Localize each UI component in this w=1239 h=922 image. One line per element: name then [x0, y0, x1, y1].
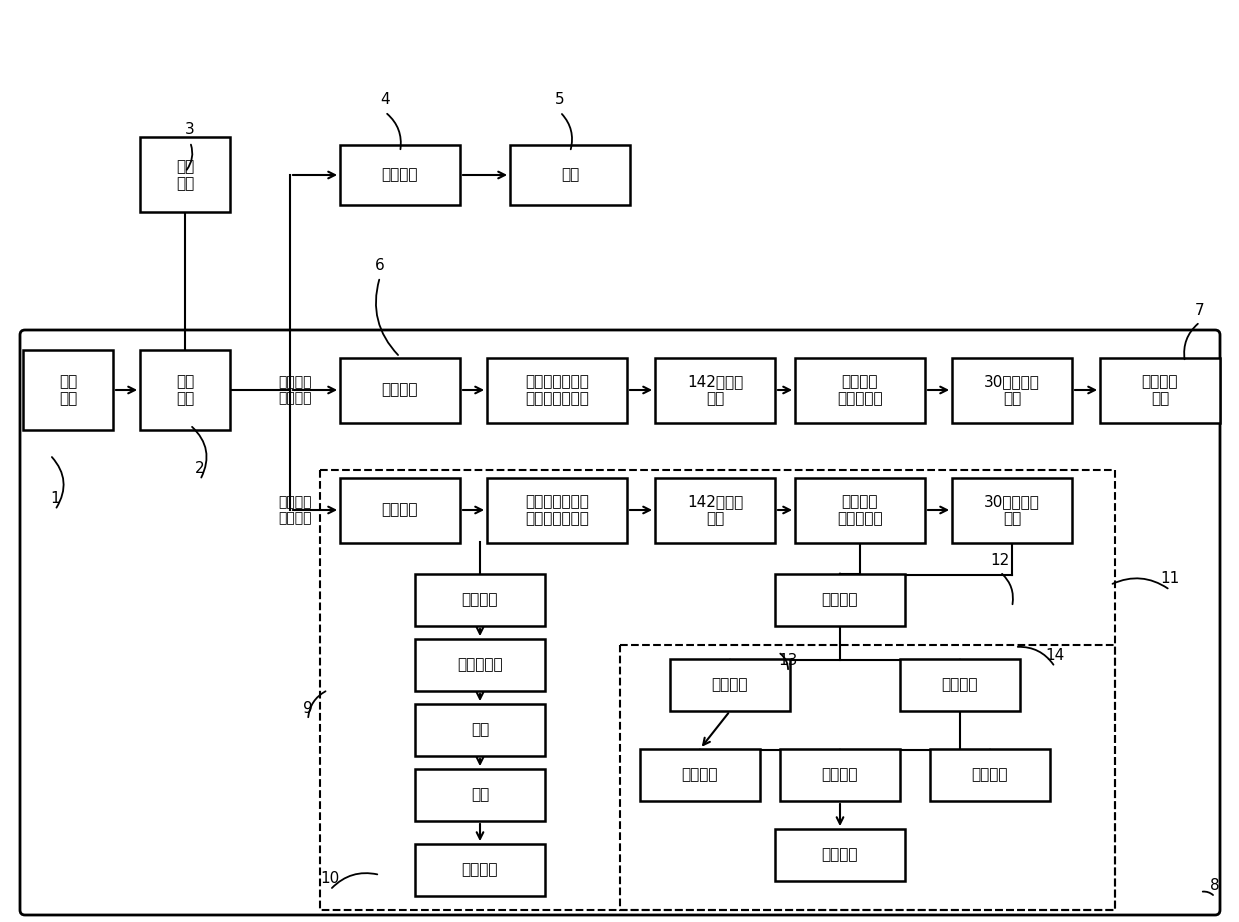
Text: 机器学习: 机器学习 — [821, 593, 859, 608]
FancyArrowPatch shape — [1113, 578, 1167, 588]
Text: 省级
稽查: 省级 稽查 — [59, 373, 77, 407]
FancyArrowPatch shape — [187, 145, 192, 170]
FancyArrowPatch shape — [1184, 324, 1198, 360]
Text: 数据压缩: 数据压缩 — [821, 767, 859, 783]
Bar — [140, 137, 230, 212]
Text: 6: 6 — [375, 257, 385, 273]
Text: 包括业扩、电费
计量等八大规则: 包括业扩、电费 计量等八大规则 — [525, 373, 589, 407]
Text: 千条用户
信息关键词: 千条用户 信息关键词 — [838, 494, 883, 526]
Bar — [339, 145, 460, 205]
Text: 有效异常: 有效异常 — [382, 502, 419, 517]
Text: 营销
系统: 营销 系统 — [176, 159, 195, 191]
Bar — [952, 358, 1072, 422]
Text: 1: 1 — [51, 491, 59, 505]
Text: 10: 10 — [321, 870, 339, 885]
Text: 8: 8 — [1211, 878, 1220, 892]
Text: 包括业扩、电费
计量等八大规则: 包括业扩、电费 计量等八大规则 — [525, 494, 589, 526]
FancyArrowPatch shape — [332, 873, 378, 888]
FancyArrowPatch shape — [387, 113, 401, 149]
Bar — [655, 358, 776, 422]
Bar — [776, 829, 904, 881]
Text: 30万条异常
工单: 30万条异常 工单 — [984, 494, 1040, 526]
Bar — [1100, 358, 1220, 422]
FancyArrowPatch shape — [1203, 892, 1213, 895]
Bar — [781, 749, 900, 801]
FancyArrowPatch shape — [563, 114, 572, 149]
FancyArrowPatch shape — [52, 457, 63, 508]
Text: 数据分析: 数据分析 — [681, 767, 719, 783]
Text: 2: 2 — [196, 460, 204, 476]
Bar — [900, 659, 1020, 711]
Text: 3: 3 — [185, 123, 195, 137]
Bar — [655, 478, 776, 542]
Text: 13: 13 — [778, 653, 798, 668]
Text: 聚类分析: 聚类分析 — [942, 678, 979, 692]
FancyArrowPatch shape — [781, 654, 788, 669]
Text: 特征提取: 特征提取 — [711, 678, 748, 692]
Text: 基因分子段: 基因分子段 — [457, 657, 503, 672]
Text: 批量处理: 批量处理 — [462, 862, 498, 878]
Text: 11: 11 — [1161, 571, 1180, 585]
Text: 4: 4 — [380, 92, 390, 108]
Text: 5: 5 — [555, 92, 565, 108]
Bar — [776, 574, 904, 626]
Bar — [140, 350, 230, 430]
Bar — [415, 844, 545, 896]
Text: 7: 7 — [1196, 302, 1204, 317]
Bar — [795, 478, 926, 542]
Bar — [415, 574, 545, 626]
FancyArrowPatch shape — [1002, 573, 1014, 604]
Text: 提出方式
智能处理: 提出方式 智能处理 — [279, 495, 312, 526]
Text: 重组: 重组 — [471, 787, 489, 802]
FancyArrowPatch shape — [192, 427, 207, 478]
Bar — [320, 470, 1115, 910]
Text: 千条用户
信息关键词: 千条用户 信息关键词 — [838, 373, 883, 407]
Text: 9: 9 — [304, 701, 313, 715]
Text: 14: 14 — [1046, 647, 1064, 663]
Text: 30万条异常
工单: 30万条异常 工单 — [984, 373, 1040, 407]
FancyArrowPatch shape — [375, 279, 398, 355]
Bar — [620, 645, 1115, 910]
Text: 处理: 处理 — [561, 168, 579, 183]
Bar — [487, 358, 627, 422]
Text: 142条分类
细则: 142条分类 细则 — [686, 373, 743, 407]
Text: 筛选: 筛选 — [471, 723, 489, 738]
Bar — [24, 350, 113, 430]
Text: 手动重复
处理: 手动重复 处理 — [1142, 373, 1178, 407]
FancyArrowPatch shape — [309, 692, 326, 717]
Text: 基因重组: 基因重组 — [462, 593, 498, 608]
Bar — [487, 478, 627, 542]
Bar — [415, 769, 545, 821]
Bar — [795, 358, 926, 422]
Text: 批量处理: 批量处理 — [821, 847, 859, 862]
FancyArrowPatch shape — [1017, 647, 1053, 665]
Bar — [930, 749, 1049, 801]
Text: 数据分析: 数据分析 — [971, 767, 1009, 783]
Bar — [510, 145, 629, 205]
Text: 数据
清洗: 数据 清洗 — [176, 373, 195, 407]
Bar — [641, 749, 760, 801]
Bar — [415, 704, 545, 756]
Text: 现有方式
人工处理: 现有方式 人工处理 — [279, 375, 312, 405]
Bar — [670, 659, 790, 711]
Bar — [339, 358, 460, 422]
Text: 有效异常: 有效异常 — [382, 383, 419, 397]
Bar — [339, 478, 460, 542]
Bar — [415, 639, 545, 691]
Text: 142条分类
细则: 142条分类 细则 — [686, 494, 743, 526]
Text: 12: 12 — [990, 552, 1010, 568]
Bar — [952, 478, 1072, 542]
Text: 无效异常: 无效异常 — [382, 168, 419, 183]
